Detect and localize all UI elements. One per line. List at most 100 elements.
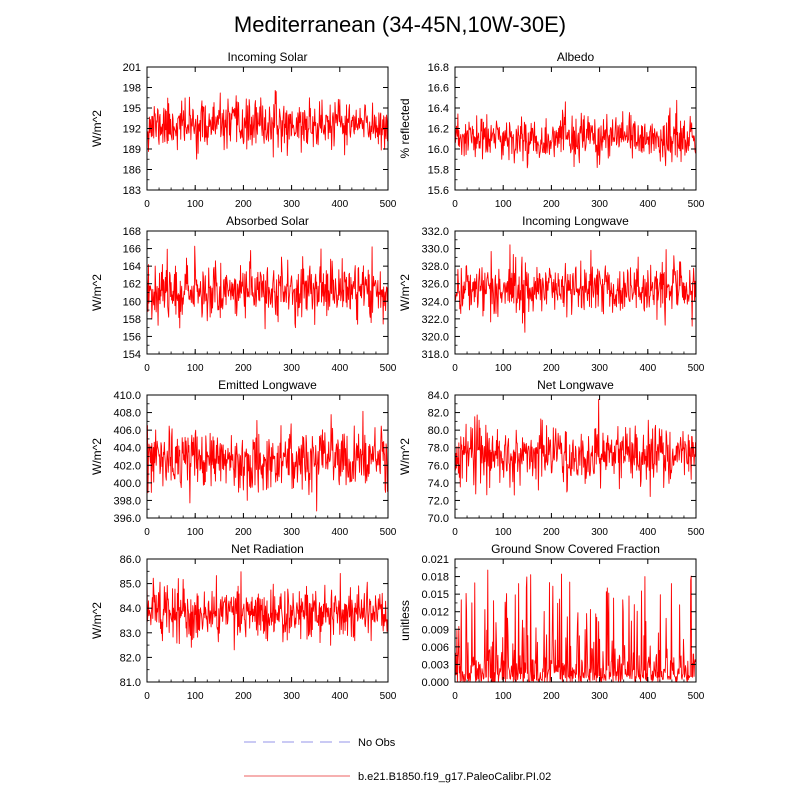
y-axis-label: % reflected: [398, 98, 412, 158]
x-tick-label: 400: [639, 527, 656, 538]
panel-ground-snow-covered-fraction: 0 100 200 300 400 500 0.000 0.003 0.006 0.009 0.01…: [398, 542, 705, 702]
y-tick-label: 0.006: [421, 642, 449, 654]
x-tick-label: 500: [380, 199, 397, 210]
y-tick-label: 15.6: [428, 185, 449, 197]
legend-model-label: b.e21.B1850.f19_g17.PaleoCalibr.PI.02: [358, 771, 551, 783]
x-tick-label: 400: [331, 691, 348, 702]
x-tick-label: 400: [639, 363, 656, 374]
y-tick-label: 168: [123, 226, 141, 238]
x-tick-label: 100: [495, 363, 512, 374]
y-tick-label: 408.0: [113, 408, 141, 420]
y-tick-label: 78.0: [428, 443, 449, 455]
x-tick-label: 200: [543, 363, 560, 374]
y-tick-label: 396.0: [113, 513, 141, 525]
y-tick-label: 0.000: [421, 677, 449, 689]
x-tick-label: 200: [543, 691, 560, 702]
series-line-albedo: [454, 99, 696, 169]
series-line-net-radiation: [146, 571, 388, 651]
series-line-incoming-solar: [146, 89, 388, 160]
x-tick-label: 300: [283, 199, 300, 210]
y-tick-label: 82.0: [428, 408, 449, 420]
y-axis-label: W/m^2: [90, 274, 104, 311]
x-tick-label: 200: [235, 691, 252, 702]
legend-no-obs-label: No Obs: [358, 737, 396, 749]
x-tick-label: 200: [543, 199, 560, 210]
panel-incoming-longwave: 0 100 200 300 400 500 318.0 320.0 322.0 324.0 326.…: [398, 214, 705, 374]
y-tick-label: 402.0: [113, 460, 141, 472]
x-tick-label: 0: [144, 199, 150, 210]
panel-title: Ground Snow Covered Fraction: [491, 542, 660, 556]
y-tick-label: 0.003: [421, 659, 449, 671]
y-axis-label: unitless: [398, 600, 412, 641]
y-tick-label: 326.0: [421, 279, 449, 291]
y-tick-label: 195: [123, 103, 141, 115]
panels: 0 100 200 300 400 500 183 186 189 192 195 198 201 Inc…: [90, 50, 705, 702]
y-tick-label: 16.8: [428, 62, 449, 74]
y-tick-label: 76.0: [428, 460, 449, 472]
x-tick-label: 200: [235, 363, 252, 374]
panel-title: Net Radiation: [231, 542, 304, 556]
x-tick-label: 100: [187, 691, 204, 702]
y-tick-label: 72.0: [428, 495, 449, 507]
x-tick-label: 100: [495, 527, 512, 538]
x-tick-label: 500: [688, 691, 705, 702]
x-tick-label: 400: [639, 691, 656, 702]
x-tick-label: 400: [331, 363, 348, 374]
y-tick-label: 83.0: [120, 628, 141, 640]
panel-title: Absorbed Solar: [226, 214, 309, 228]
y-axis-label: W/m^2: [398, 274, 412, 311]
x-tick-label: 300: [591, 691, 608, 702]
y-tick-label: 160: [123, 296, 141, 308]
y-tick-label: 16.2: [428, 124, 449, 136]
x-tick-label: 100: [495, 199, 512, 210]
x-tick-label: 500: [688, 363, 705, 374]
y-tick-label: 320.0: [421, 331, 449, 343]
x-tick-label: 300: [591, 363, 608, 374]
y-tick-label: 198: [123, 83, 141, 95]
y-tick-label: 162: [123, 279, 141, 291]
y-tick-label: 74.0: [428, 478, 449, 490]
y-tick-label: 84.0: [428, 390, 449, 402]
y-tick-label: 404.0: [113, 443, 141, 455]
y-tick-label: 0.021: [421, 554, 449, 566]
y-tick-label: 186: [123, 165, 141, 177]
x-tick-label: 0: [452, 199, 458, 210]
x-tick-label: 0: [452, 363, 458, 374]
y-tick-label: 156: [123, 331, 141, 343]
y-tick-label: 189: [123, 144, 141, 156]
x-tick-label: 400: [639, 199, 656, 210]
y-tick-label: 16.0: [428, 144, 449, 156]
y-axis-label: W/m^2: [90, 438, 104, 475]
y-tick-label: 81.0: [120, 677, 141, 689]
y-tick-label: 183: [123, 185, 141, 197]
x-tick-label: 500: [688, 527, 705, 538]
panel-title: Incoming Longwave: [522, 214, 629, 228]
y-tick-label: 16.4: [428, 103, 449, 115]
y-tick-label: 406.0: [113, 425, 141, 437]
y-tick-label: 15.8: [428, 165, 449, 177]
y-axis-label: W/m^2: [90, 110, 104, 147]
y-tick-label: 70.0: [428, 513, 449, 525]
x-tick-label: 300: [283, 527, 300, 538]
x-tick-label: 100: [187, 363, 204, 374]
x-tick-label: 100: [187, 527, 204, 538]
y-tick-label: 322.0: [421, 314, 449, 326]
y-tick-label: 318.0: [421, 349, 449, 361]
y-tick-label: 330.0: [421, 244, 449, 256]
x-tick-label: 100: [495, 691, 512, 702]
x-tick-label: 500: [380, 363, 397, 374]
x-tick-label: 200: [543, 527, 560, 538]
y-tick-label: 398.0: [113, 495, 141, 507]
series-line-incoming-longwave: [454, 244, 696, 333]
panel-absorbed-solar: 0 100 200 300 400 500 154 156 158 160 162 164 166 168…: [90, 214, 397, 374]
y-axis-label: W/m^2: [398, 438, 412, 475]
y-tick-label: 328.0: [421, 261, 449, 273]
panel-title: Albedo: [557, 50, 595, 64]
y-tick-label: 158: [123, 314, 141, 326]
panel-title: Net Longwave: [537, 378, 614, 392]
y-tick-label: 332.0: [421, 226, 449, 238]
panel-net-longwave: 0 100 200 300 400 500 70.0 72.0 74.0 76.0 78.0 80.0…: [398, 378, 705, 538]
x-tick-label: 0: [144, 691, 150, 702]
series-line-ground-snow-covered-fraction: [454, 569, 696, 683]
